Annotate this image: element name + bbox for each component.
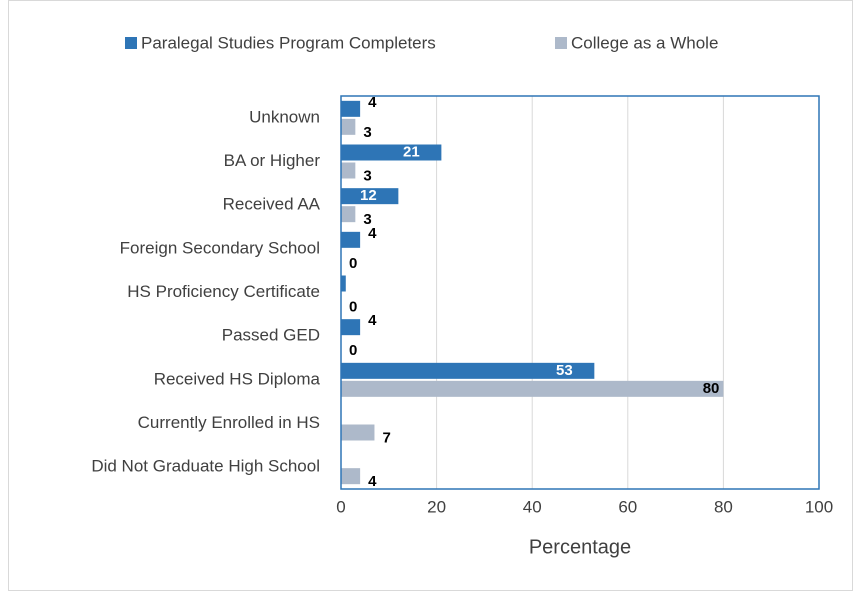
- bar: [341, 144, 442, 161]
- y-tick-label: Foreign Secondary School: [120, 238, 320, 257]
- x-tick-label: 0: [336, 497, 345, 516]
- bar: [341, 100, 361, 117]
- bar: [341, 468, 361, 485]
- data-label: 4: [368, 312, 377, 329]
- legend-swatch: [125, 37, 137, 49]
- bar: [341, 231, 361, 248]
- x-tick-label: 20: [427, 497, 446, 516]
- bar: [341, 362, 595, 379]
- data-label: 80: [703, 380, 720, 397]
- y-tick-label: Received AA: [223, 195, 321, 214]
- y-tick-label: Currently Enrolled in HS: [138, 413, 320, 432]
- bar: [341, 118, 356, 135]
- bar: [341, 206, 356, 223]
- y-tick-label: HS Proficiency Certificate: [127, 282, 320, 301]
- data-label: 4: [368, 225, 377, 242]
- bar: [341, 162, 356, 179]
- legend-swatch: [555, 37, 567, 49]
- y-tick-label: Passed GED: [222, 326, 320, 345]
- legend-label: Paralegal Studies Program Completers: [141, 33, 436, 52]
- y-tick-label: Unknown: [249, 107, 320, 126]
- data-label: 4: [368, 94, 377, 111]
- bar: [341, 275, 346, 292]
- data-label: 53: [556, 362, 573, 379]
- data-label: 3: [363, 124, 371, 141]
- x-tick-label: 80: [714, 497, 733, 516]
- x-tick-label: 40: [523, 497, 542, 516]
- x-axis-label: Percentage: [529, 536, 631, 558]
- data-label: 3: [363, 211, 371, 228]
- plot-border: [340, 95, 820, 490]
- x-tick-label: 100: [805, 497, 833, 516]
- y-tick-label: Did Not Graduate High School: [91, 457, 320, 476]
- data-label: 21: [403, 143, 420, 160]
- data-label: 0: [349, 342, 357, 359]
- data-label: 12: [360, 187, 377, 204]
- chart-border: [8, 0, 853, 591]
- data-label: 0: [349, 255, 357, 272]
- data-label: 0: [349, 298, 357, 315]
- y-tick-label: BA or Higher: [224, 151, 321, 170]
- x-tick-label: 60: [618, 497, 637, 516]
- y-tick-label: Received HS Diploma: [154, 369, 321, 388]
- data-label: 7: [382, 429, 390, 446]
- data-label: 3: [363, 167, 371, 184]
- bar: [341, 188, 399, 205]
- bar: [341, 380, 724, 397]
- bar: [341, 319, 361, 336]
- legend-label: College as a Whole: [571, 33, 718, 52]
- data-label: 4: [368, 473, 377, 490]
- bar: [341, 424, 375, 441]
